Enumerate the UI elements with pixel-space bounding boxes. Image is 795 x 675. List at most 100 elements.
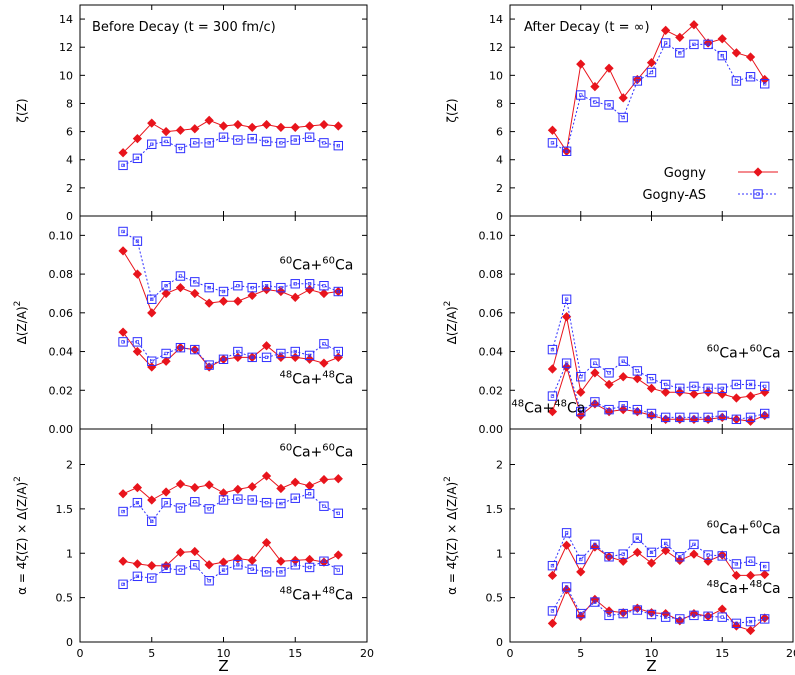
data-point-diamond: [576, 59, 586, 69]
data-point-diamond: [675, 555, 685, 565]
data-point-square: [218, 495, 229, 505]
data-point-diamond: [147, 118, 157, 128]
y-tick-label: 0: [66, 210, 73, 223]
data-point-square-inner: [593, 400, 597, 404]
y-tick-label: 12: [489, 41, 503, 54]
data-point-square-inner: [293, 282, 297, 286]
data-point-square: [604, 610, 614, 621]
x-tick-label: 20: [360, 647, 374, 660]
data-point-square: [590, 358, 600, 368]
data-point-diamond: [233, 352, 243, 362]
data-point-square-inner: [678, 617, 682, 621]
data-point-square-inner: [221, 135, 226, 139]
y-tick-label: 10: [59, 69, 73, 82]
y-tick-label: 1: [496, 547, 503, 560]
data-point-square: [646, 547, 657, 558]
panel-delta-after: 0.00 0.02 0.04 0.06 0.08 0.10 Δ(Z/A)2 60Ca+60Ca…: [443, 215, 794, 436]
data-point-square-inner: [635, 79, 639, 83]
data-point-square: [632, 76, 643, 86]
data-point-square-inner: [322, 284, 326, 288]
data-point-square: [760, 381, 770, 392]
data-point-square-inner: [207, 579, 211, 583]
data-point-diamond: [190, 546, 200, 557]
data-point-square-inner: [593, 100, 597, 104]
data-point-square: [333, 346, 344, 357]
y-axis-label: α = 4ζ(Z) × Δ(Z/A)2: [443, 476, 459, 595]
data-point-square-inner: [207, 285, 211, 290]
data-point-diamond: [161, 126, 171, 137]
data-point-diamond: [304, 554, 315, 565]
data-point-square-inner: [748, 382, 753, 387]
data-point-square: [261, 352, 272, 363]
system-label: 60Ca+60Ca: [279, 443, 353, 461]
data-point-square: [161, 281, 171, 291]
data-point-diamond: [731, 570, 742, 581]
data-point-square-inner: [250, 136, 254, 141]
data-point-square-inner: [621, 359, 625, 363]
data-point-square-inner: [607, 555, 611, 559]
data-point-square: [547, 344, 558, 355]
data-point-diamond: [276, 483, 286, 494]
data-point-square: [319, 339, 329, 349]
data-point-square: [618, 356, 628, 366]
data-point-square-inner: [663, 415, 668, 420]
data-point-square: [576, 406, 586, 417]
system-label: 60Ca+60Ca: [707, 343, 781, 361]
y-axis-label: ζ(Z): [445, 98, 459, 122]
y-tick-label: 2: [496, 459, 503, 472]
data-point-diamond: [618, 372, 628, 382]
data-point-square-inner: [635, 608, 639, 612]
y-tick-label: 0.08: [49, 268, 74, 281]
data-point-square-inner: [564, 297, 569, 301]
data-point-square-inner: [264, 355, 269, 360]
series-line: [122, 560, 339, 585]
data-point-diamond: [261, 471, 272, 481]
data-point-diamond: [118, 556, 128, 566]
data-point-square: [290, 135, 300, 145]
series-gogny: [547, 20, 770, 156]
x-tick-label: 15: [715, 647, 729, 660]
data-point-square: [660, 612, 671, 622]
data-point-diamond: [261, 119, 272, 130]
data-point-square: [261, 281, 272, 291]
data-point-square: [703, 412, 713, 423]
data-point-square: [646, 408, 657, 419]
data-point-square-inner: [593, 361, 597, 365]
data-point-square: [675, 614, 685, 624]
x-tick-label: 20: [786, 647, 795, 660]
data-point-diamond: [175, 479, 186, 489]
series-gogny-as: [547, 38, 770, 156]
data-point-square-inner: [564, 585, 569, 589]
data-point-square-inner: [207, 507, 211, 511]
data-point-diamond: [290, 352, 300, 362]
data-point-square: [247, 133, 257, 144]
y-tick-label: 0.06: [49, 307, 74, 320]
data-point-square: [233, 346, 243, 357]
data-point-square: [561, 358, 572, 368]
data-point-square-inner: [250, 567, 254, 571]
data-point-square: [717, 410, 727, 421]
data-point-square: [547, 138, 558, 148]
data-point-square-inner: [264, 570, 269, 574]
data-point-square: [576, 554, 586, 565]
data-point-diamond: [319, 119, 329, 130]
data-point-square-inner: [121, 509, 125, 514]
data-point-square: [561, 146, 572, 156]
y-tick-label: 0.04: [479, 346, 504, 359]
data-point-diamond: [132, 482, 143, 493]
data-point-square: [147, 516, 157, 526]
data-point-diamond: [276, 556, 286, 566]
data-point-square: [689, 539, 699, 550]
data-point-diamond: [333, 121, 343, 131]
series-gogny: [547, 540, 770, 581]
data-point-square-inner: [692, 542, 696, 547]
data-point-square-inner: [579, 557, 583, 562]
data-point-square-inner: [678, 415, 682, 420]
data-point-square: [218, 354, 229, 364]
x-tick-label: 0: [507, 647, 514, 660]
data-point-square: [660, 38, 671, 48]
data-point-diamond: [161, 487, 171, 497]
data-point-diamond: [604, 406, 614, 417]
data-point-square: [745, 412, 756, 423]
